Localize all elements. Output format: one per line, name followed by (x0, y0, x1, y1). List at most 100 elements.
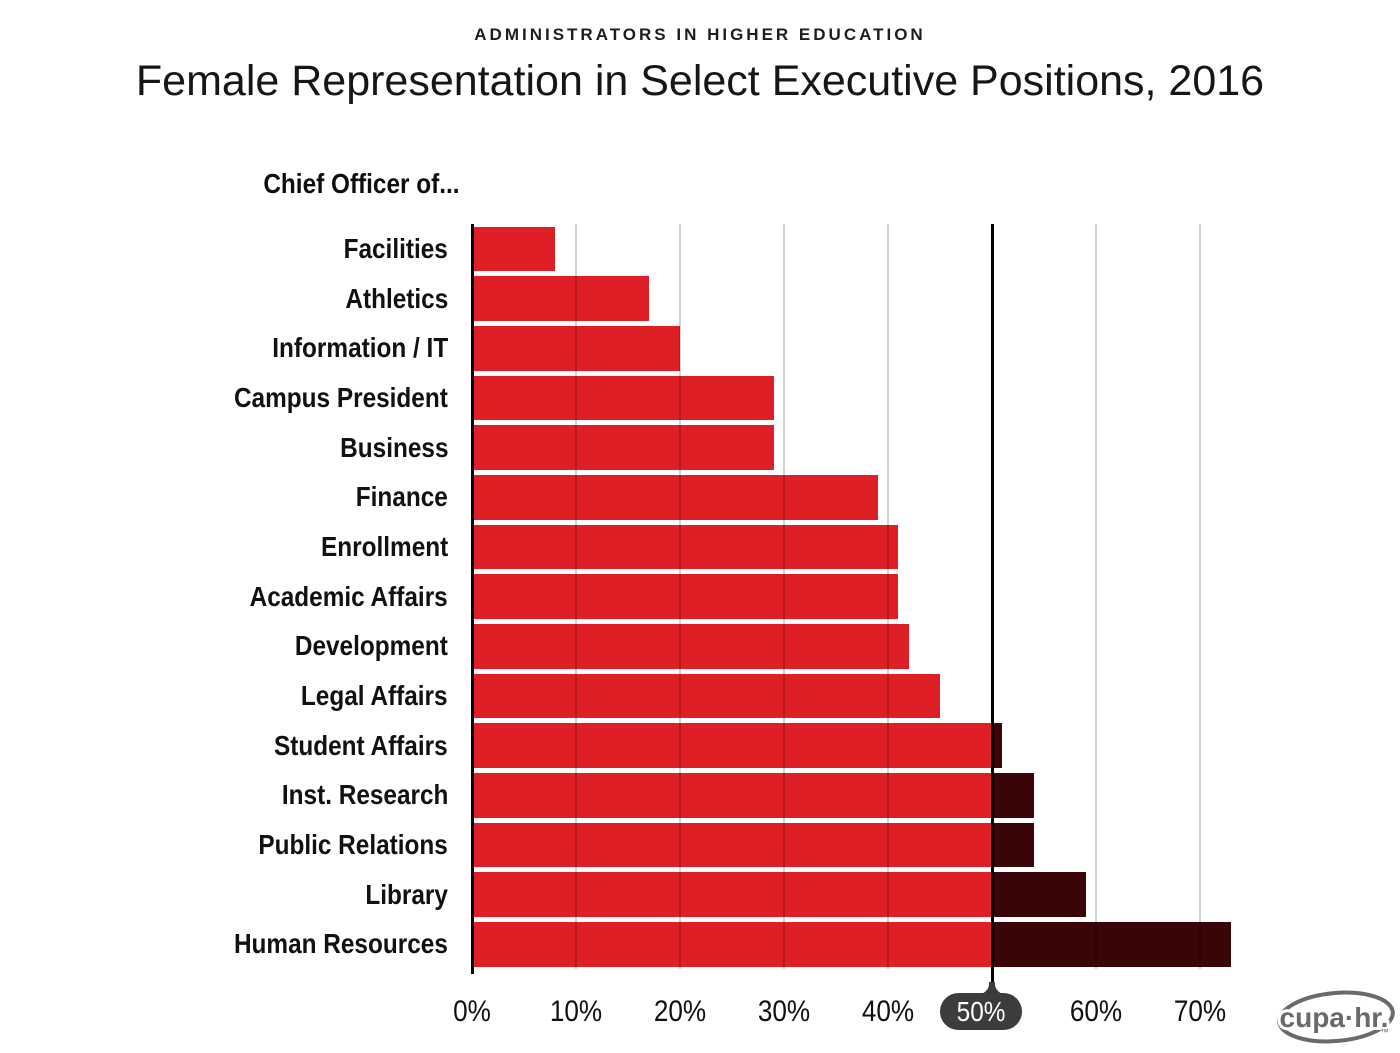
bar-segment-above-50 (992, 921, 1232, 967)
gridline (1095, 224, 1097, 969)
category-label-text: Inst. Research (281, 779, 448, 811)
bar-segment-above-50 (992, 822, 1034, 868)
category-label-text: Human Resources (234, 928, 448, 960)
bar-segment-below-50 (472, 474, 878, 520)
bar-row (472, 572, 1262, 622)
bar-rows (472, 224, 1262, 969)
bar-segment-above-50 (992, 872, 1086, 917)
x-tick-label-text: 30% (757, 995, 811, 1028)
category-label-text: Campus President (234, 381, 448, 413)
svg-text:™: ™ (1380, 1027, 1389, 1037)
bar-segment-below-50 (472, 325, 680, 371)
bar-segment-below-50 (472, 574, 899, 619)
category-label-text: Student Affairs (274, 729, 448, 761)
category-label-text: Athletics (345, 282, 448, 314)
x-tick-label-text: 70% (1173, 995, 1227, 1028)
bar-segment-below-50 (472, 276, 649, 321)
category-label: Student Affairs (0, 721, 448, 771)
category-label: Campus President (0, 373, 448, 423)
page-title: Female Representation in Select Executiv… (135, 57, 1265, 105)
gridline (575, 224, 577, 969)
bar-row (472, 621, 1262, 671)
bar-segment-below-50 (472, 872, 992, 917)
gridline (887, 224, 889, 969)
x-tick-label-text: 60% (1069, 995, 1123, 1028)
category-label: Academic Affairs (0, 572, 448, 622)
x-tick-label-text: 40% (861, 995, 915, 1028)
bar-segment-below-50 (472, 822, 992, 868)
category-label: Facilities (0, 224, 448, 274)
bar-row (472, 522, 1262, 572)
category-label: Development (0, 621, 448, 671)
gridline (783, 224, 785, 969)
bar-segment-below-50 (472, 226, 556, 272)
bar-segment-above-50 (992, 772, 1034, 818)
x-tick-label: 20% (650, 995, 710, 1029)
bar-row (472, 820, 1262, 870)
x-tick-label-text: 20% (653, 995, 707, 1028)
category-label-text: Library (365, 878, 448, 910)
badge-pill: 50% (940, 993, 1022, 1030)
category-label: Finance (0, 472, 448, 522)
category-label-text: Enrollment (320, 530, 448, 562)
y-axis-line (470, 224, 474, 974)
bar-row (472, 870, 1262, 920)
category-label: Information / IT (0, 323, 448, 373)
category-label: Enrollment (0, 522, 448, 572)
x-tick-label: 40% (858, 995, 918, 1029)
x-tick-label: 60% (1066, 995, 1126, 1029)
bar-segment-below-50 (472, 375, 774, 421)
cupa-hr-logo-icon: cupa·hr. ™ (1277, 990, 1395, 1044)
category-label-text: Finance (355, 481, 448, 513)
svg-text:cupa·hr.: cupa·hr. (1280, 1002, 1389, 1033)
bar-row (472, 323, 1262, 373)
category-label: Inst. Research (0, 770, 448, 820)
category-label: Athletics (0, 274, 448, 324)
bar-segment-below-50 (472, 772, 992, 818)
bar-row (472, 671, 1262, 721)
bar-row (472, 423, 1262, 473)
x-tick-label: 10% (546, 995, 606, 1029)
x-axis-ticks: 0% 10% 20% 30% 40% 60% 70% (453, 995, 1292, 1035)
category-label: Business (0, 423, 448, 473)
bar-row (472, 721, 1262, 771)
category-label-text: Legal Affairs (301, 679, 448, 711)
category-label-text: Facilities (343, 232, 448, 264)
kicker: ADMINISTRATORS IN HIGHER EDUCATION (474, 25, 926, 44)
x-tick-label-text: 0% (453, 995, 491, 1028)
category-label-text: Public Relations (258, 828, 448, 860)
bar-row (472, 919, 1262, 969)
bar-segment-below-50 (472, 673, 940, 719)
bar-segment-below-50 (472, 723, 992, 768)
bar-segment-below-50 (472, 921, 992, 967)
x-tick-label: 70% (1170, 995, 1230, 1029)
category-label-text: Business (339, 431, 448, 463)
bar-segment-below-50 (472, 623, 909, 669)
category-labels: Facilities Athletics Information / IT Campu… (0, 224, 448, 969)
bar-row (472, 224, 1262, 274)
fifty-percent-line (991, 224, 994, 985)
bar-row (472, 274, 1262, 324)
cupa-hr-logo: cupa·hr. ™ (1274, 986, 1398, 1053)
bar-segment-above-50 (992, 723, 1003, 768)
bar-row (472, 373, 1262, 423)
bar-chart-plot (470, 224, 1262, 985)
gridline (679, 224, 681, 969)
x-tick-label-text: 10% (549, 995, 603, 1028)
bar-segment-below-50 (472, 524, 899, 570)
bar-segment-below-50 (472, 425, 774, 470)
category-label: Public Relations (0, 820, 448, 870)
gridline (1199, 224, 1201, 969)
badge-label: 50% (956, 995, 1006, 1027)
category-label-text: Information / IT (272, 332, 448, 364)
category-label-text: Academic Affairs (249, 580, 448, 612)
bar-row (472, 770, 1262, 820)
category-label-text: Development (295, 630, 448, 662)
axis-group-title: Chief Officer of... (263, 168, 460, 199)
x-tick-label: 30% (754, 995, 814, 1029)
x-tick-label: 0% (450, 995, 493, 1029)
category-label: Human Resources (0, 919, 448, 969)
category-label: Legal Affairs (0, 671, 448, 721)
category-label: Library (0, 870, 448, 920)
bar-row (472, 472, 1262, 522)
